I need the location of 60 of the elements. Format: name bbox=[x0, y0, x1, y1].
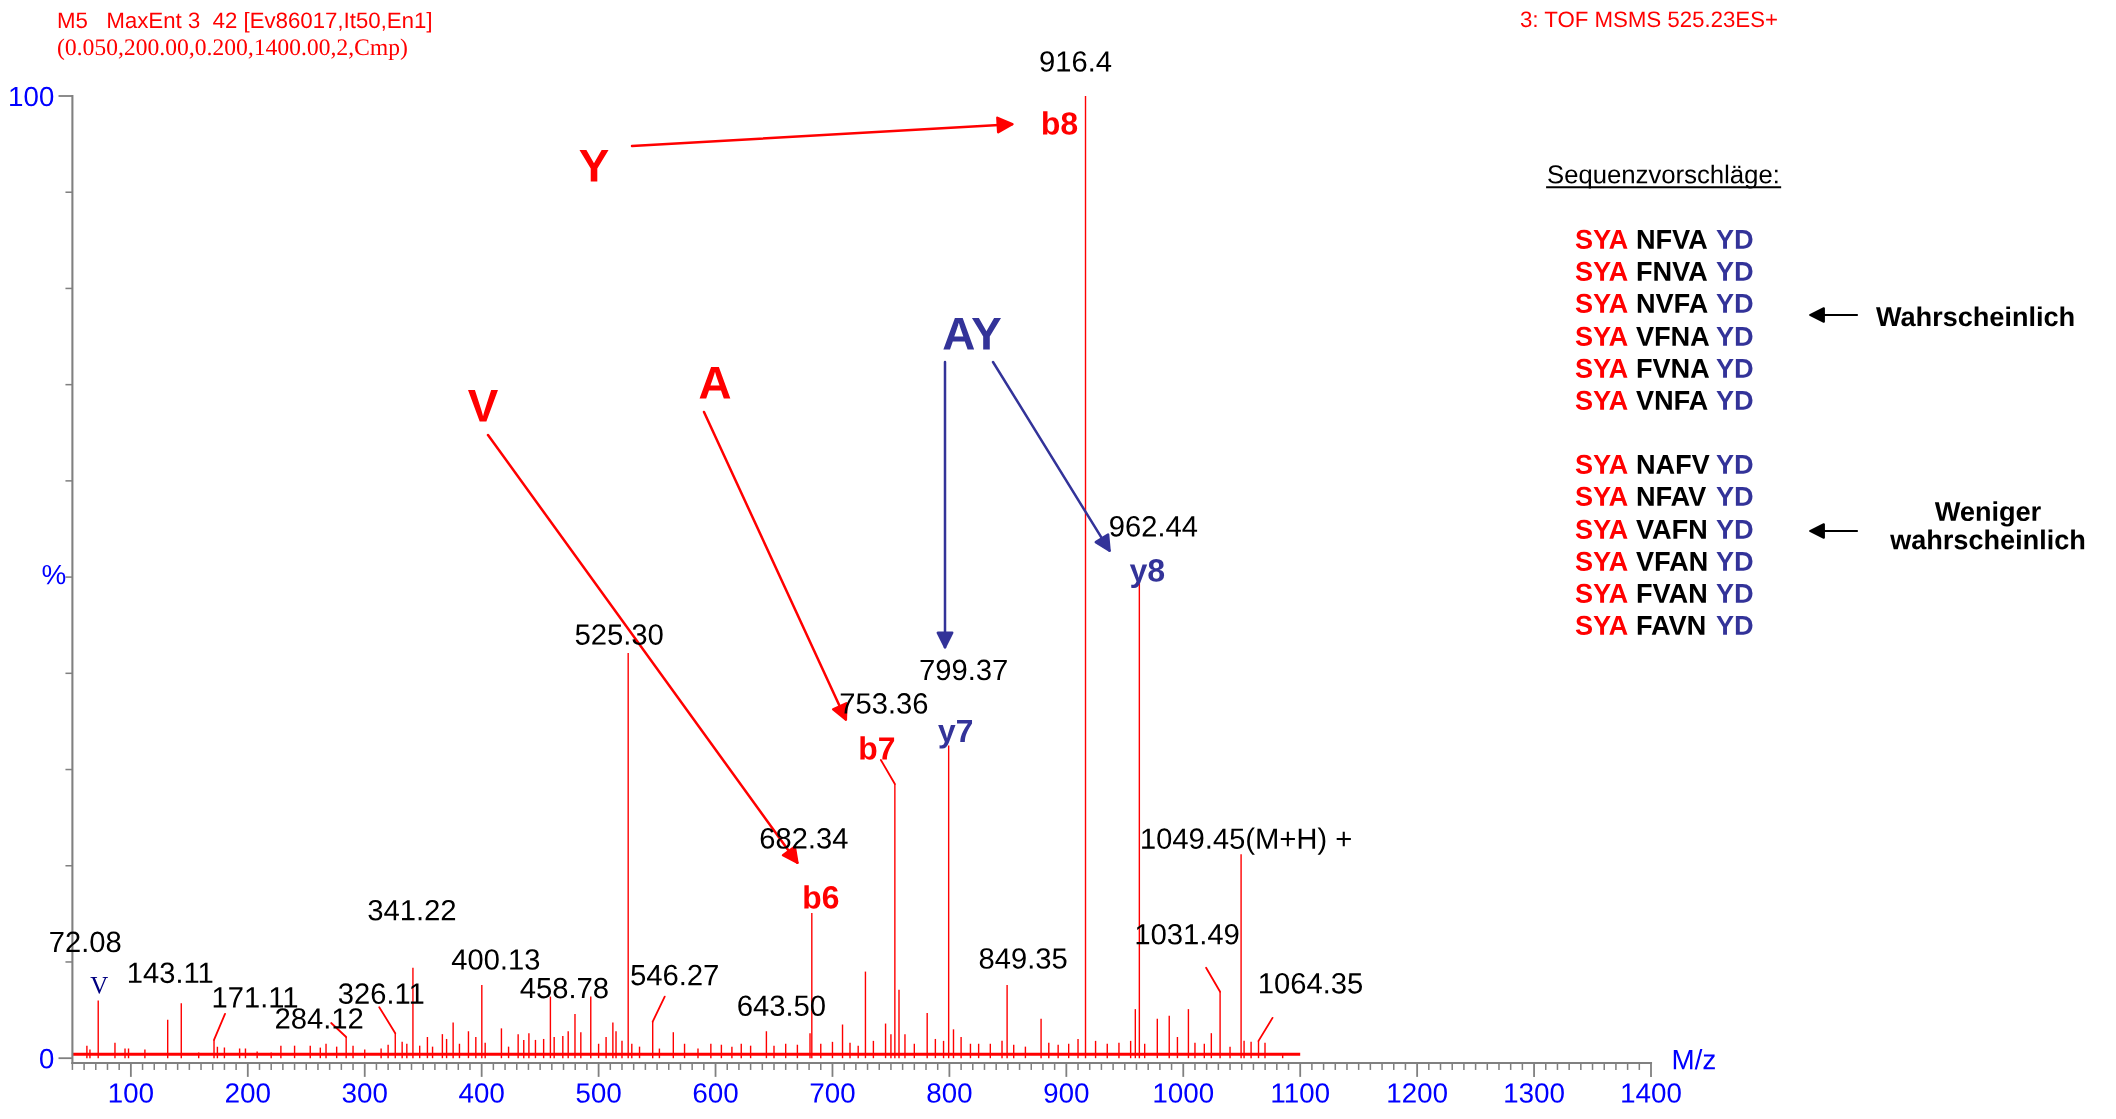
annotation: SYA FVAN YD bbox=[1575, 583, 1753, 604]
annotation: SYA VFAN YD bbox=[1575, 551, 1753, 572]
annotation: 72.08 bbox=[50, 931, 121, 953]
y-axis-title: % bbox=[42, 564, 66, 585]
x-tick-label: 1000 bbox=[1154, 1083, 1214, 1103]
x-tick-label: 500 bbox=[576, 1083, 621, 1103]
annotation: SYA VAFN YD bbox=[1575, 519, 1753, 540]
annotation: 341.22 bbox=[368, 899, 456, 921]
annotation: A bbox=[699, 366, 731, 399]
x-tick-label: 1400 bbox=[1622, 1083, 1681, 1103]
text: 3: TOF MSMS 525.23ES+ bbox=[1520, 11, 1777, 28]
annotation: AY bbox=[943, 317, 1002, 350]
chart-title: M5 MaxEnt 3 42 [Ev86017,It50,En1] bbox=[58, 11, 431, 33]
annotation: 546.27 bbox=[631, 964, 718, 986]
annotation: SYA NVFA YD bbox=[1575, 293, 1753, 314]
annotation: Y bbox=[579, 149, 609, 182]
annotation: 143.11 bbox=[128, 962, 213, 984]
annotation: SYA NFAV YD bbox=[1575, 486, 1753, 507]
annotation: SYA VNFA YD bbox=[1575, 390, 1753, 411]
x-tick-label: 700 bbox=[810, 1083, 855, 1103]
annotation: y7 bbox=[938, 720, 973, 749]
text: Weniger wahrscheinlich bbox=[1890, 501, 2085, 550]
annotation: SYA VFNA YD bbox=[1575, 326, 1753, 347]
annotation: b6 bbox=[804, 885, 839, 909]
annotation: SYA FAVN YD bbox=[1575, 615, 1753, 636]
x-tick-label: 300 bbox=[342, 1083, 387, 1103]
annotation: V bbox=[90, 977, 108, 994]
annotation: 753.36 bbox=[840, 693, 928, 714]
annotation: 962.44 bbox=[1110, 516, 1198, 537]
x-tick-label: 200 bbox=[226, 1083, 270, 1103]
annotation: 1064.35 bbox=[1260, 973, 1363, 994]
x-tick-label: 800 bbox=[927, 1083, 972, 1103]
x-axis-title: M/z bbox=[1673, 1049, 1715, 1070]
annotation: 799.37 bbox=[920, 659, 1007, 681]
x-tick-label: 1300 bbox=[1505, 1083, 1564, 1103]
annotation: y8 bbox=[1129, 559, 1165, 589]
annotation: SYA NFVA YD bbox=[1575, 229, 1753, 250]
annotation: 916.4 bbox=[1040, 51, 1112, 72]
x-tick-label: 1100 bbox=[1272, 1083, 1329, 1103]
annotation: 284.12 bbox=[276, 1008, 363, 1029]
y-tick-label: 0 bbox=[39, 1048, 54, 1069]
annotation: 1049.45(M+H) + bbox=[1142, 827, 1351, 855]
text: Sequenzvorschläge: bbox=[1548, 164, 1778, 189]
annotation: 458.78 bbox=[520, 977, 608, 999]
annotation: 400.13 bbox=[451, 949, 540, 970]
annotation: SYA NAFV YD bbox=[1575, 454, 1753, 475]
annotation: 171.11 bbox=[213, 987, 298, 1008]
annotation: b8 bbox=[1042, 111, 1078, 135]
x-tick-label: 1200 bbox=[1388, 1083, 1447, 1103]
x-tick-label: 900 bbox=[1044, 1083, 1089, 1103]
x-tick-label: 100 bbox=[109, 1083, 153, 1103]
text: Wahrscheinlich bbox=[1876, 306, 2074, 327]
annotation: SYA FNVA YD bbox=[1575, 261, 1753, 282]
annotation: V bbox=[468, 389, 498, 422]
chart-subtitle: (0.050,200.00,0.200,1400.00,2,Cmp) bbox=[58, 38, 407, 61]
annotation: b7 bbox=[860, 736, 895, 760]
x-tick-label: 400 bbox=[459, 1083, 504, 1103]
x-tick-label: 600 bbox=[693, 1083, 738, 1103]
annotation: SYA FVNA YD bbox=[1575, 358, 1753, 379]
annotation: 849.35 bbox=[979, 948, 1067, 969]
